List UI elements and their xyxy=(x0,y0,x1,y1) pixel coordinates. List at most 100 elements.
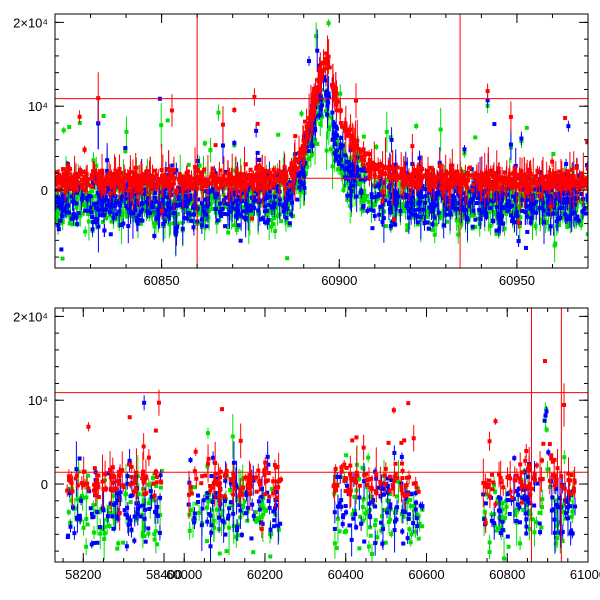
data-point xyxy=(383,224,388,229)
data-point xyxy=(475,196,480,201)
data-point xyxy=(148,214,153,219)
data-point xyxy=(340,164,345,169)
data-point xyxy=(91,220,96,225)
data-point xyxy=(126,224,131,229)
data-point xyxy=(406,225,411,230)
data-point xyxy=(580,183,585,188)
data-point xyxy=(381,180,386,185)
data-point xyxy=(518,192,523,197)
data-point xyxy=(565,225,570,230)
data-point xyxy=(74,201,79,206)
data-point xyxy=(60,167,65,172)
data-point xyxy=(415,222,420,227)
data-point xyxy=(409,199,414,204)
data-point xyxy=(356,159,361,164)
data-point xyxy=(62,194,67,199)
data-point xyxy=(443,203,448,208)
data-point xyxy=(409,211,414,216)
data-point xyxy=(213,206,218,211)
data-point xyxy=(271,201,276,206)
data-point xyxy=(573,202,578,207)
data-point xyxy=(132,217,137,222)
data-point xyxy=(574,204,579,209)
data-point xyxy=(289,212,294,217)
data-point xyxy=(153,195,158,200)
data-point xyxy=(582,207,587,212)
data-point xyxy=(460,213,465,218)
data-point xyxy=(549,201,554,206)
data-point xyxy=(347,169,352,174)
data-point xyxy=(350,162,355,167)
data-point xyxy=(94,201,99,206)
data-point xyxy=(273,229,278,234)
data-point xyxy=(345,193,350,198)
data-point xyxy=(209,181,214,186)
data-point xyxy=(237,212,242,217)
data-point xyxy=(438,127,443,132)
data-point xyxy=(283,206,288,211)
data-point xyxy=(90,179,95,184)
data-point xyxy=(465,217,470,222)
data-point xyxy=(143,187,148,192)
data-point xyxy=(77,213,82,218)
data-point xyxy=(161,221,166,226)
data-point xyxy=(88,194,93,199)
data-point xyxy=(459,204,464,209)
data-point xyxy=(175,221,180,226)
data-point xyxy=(188,208,193,213)
data-point xyxy=(519,197,524,202)
data-point xyxy=(554,196,559,201)
data-point xyxy=(234,214,239,219)
data-point xyxy=(120,193,125,198)
data-point xyxy=(541,220,546,225)
data-point xyxy=(145,182,150,187)
data-point xyxy=(517,224,522,229)
data-point xyxy=(185,200,190,205)
data-point xyxy=(83,201,88,206)
data-point xyxy=(583,211,588,216)
data-point xyxy=(265,220,270,225)
data-point xyxy=(187,193,192,198)
data-point xyxy=(83,229,88,234)
data-point xyxy=(274,206,279,211)
data-point xyxy=(134,178,139,183)
data-point xyxy=(558,215,563,220)
data-point xyxy=(124,129,129,134)
data-point xyxy=(329,115,334,120)
data-point xyxy=(285,189,290,194)
data-point xyxy=(575,214,580,219)
data-point xyxy=(299,111,304,116)
data-point xyxy=(484,201,489,206)
data-point xyxy=(438,215,443,220)
data-point xyxy=(569,167,574,172)
data-point xyxy=(201,182,206,187)
data-point xyxy=(256,182,261,187)
data-point xyxy=(90,227,95,232)
data-point xyxy=(107,198,112,203)
data-point xyxy=(223,224,228,229)
data-point xyxy=(135,221,140,226)
data-point xyxy=(454,207,459,212)
data-point xyxy=(321,98,326,103)
data-point xyxy=(88,205,93,210)
data-point xyxy=(285,206,290,211)
data-point xyxy=(96,224,101,229)
data-point xyxy=(556,196,561,201)
data-point xyxy=(445,200,450,205)
data-point xyxy=(508,142,513,147)
data-point xyxy=(516,239,521,244)
data-point xyxy=(198,204,203,209)
data-point xyxy=(109,193,114,198)
data-point xyxy=(332,151,337,156)
data-point xyxy=(143,197,148,202)
data-point xyxy=(108,191,113,196)
data-point xyxy=(343,162,348,167)
data-point xyxy=(566,207,571,212)
data-point xyxy=(568,205,573,210)
data-point xyxy=(269,217,274,222)
data-point xyxy=(388,224,393,229)
data-point xyxy=(337,154,342,159)
data-point xyxy=(355,138,360,143)
data-point xyxy=(290,200,295,205)
data-point xyxy=(376,194,381,199)
